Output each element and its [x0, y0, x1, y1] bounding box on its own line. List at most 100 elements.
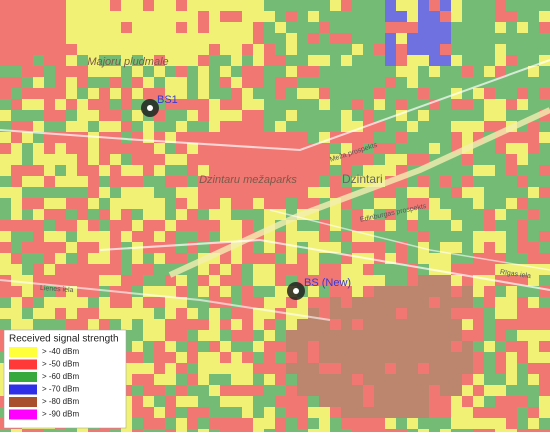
coverage-cell	[341, 363, 352, 374]
coverage-cell	[264, 297, 275, 308]
coverage-cell	[517, 385, 528, 396]
coverage-cell	[297, 22, 308, 33]
coverage-cell	[33, 99, 44, 110]
coverage-cell	[275, 330, 286, 341]
coverage-cell	[297, 253, 308, 264]
coverage-cell	[187, 407, 198, 418]
legend: Received signal strength > -40 dBm> -50 …	[3, 329, 127, 429]
coverage-cell	[506, 209, 517, 220]
coverage-cell	[473, 110, 484, 121]
coverage-cell	[517, 231, 528, 242]
coverage-cell	[220, 275, 231, 286]
coverage-cell	[99, 110, 110, 121]
coverage-cell	[209, 352, 220, 363]
coverage-cell	[154, 385, 165, 396]
coverage-cell	[385, 22, 396, 33]
place-label: Majoru pludmale	[87, 56, 168, 68]
coverage-cell	[341, 88, 352, 99]
coverage-cell	[121, 132, 132, 143]
coverage-cell	[363, 66, 374, 77]
coverage-cell	[374, 22, 385, 33]
legend-label: > -70 dBm	[42, 385, 79, 394]
coverage-cell	[66, 264, 77, 275]
coverage-cell	[264, 209, 275, 220]
coverage-cell	[143, 77, 154, 88]
coverage-cell	[429, 165, 440, 176]
coverage-cell	[506, 407, 517, 418]
coverage-cell	[198, 418, 209, 429]
coverage-cell	[330, 176, 341, 187]
coverage-cell	[198, 132, 209, 143]
coverage-cell	[77, 253, 88, 264]
coverage-cell	[275, 99, 286, 110]
coverage-cell	[121, 363, 132, 374]
coverage-cell	[286, 297, 297, 308]
coverage-cell	[33, 154, 44, 165]
coverage-cell	[473, 418, 484, 429]
coverage-cell	[132, 0, 143, 11]
coverage-cell	[231, 253, 242, 264]
coverage-cell	[242, 242, 253, 253]
coverage-cell	[506, 231, 517, 242]
coverage-cell	[187, 308, 198, 319]
coverage-cell	[187, 121, 198, 132]
coverage-cell	[297, 352, 308, 363]
coverage-cell	[363, 363, 374, 374]
coverage-cell	[220, 341, 231, 352]
coverage-cell	[176, 121, 187, 132]
coverage-cell	[121, 286, 132, 297]
coverage-cell	[517, 22, 528, 33]
coverage-cell	[429, 55, 440, 66]
coverage-cell	[165, 44, 176, 55]
coverage-cell	[231, 33, 242, 44]
coverage-cell	[308, 220, 319, 231]
coverage-cell	[473, 385, 484, 396]
coverage-cell	[66, 99, 77, 110]
coverage-cell	[99, 308, 110, 319]
coverage-cell	[176, 275, 187, 286]
coverage-cell	[462, 187, 473, 198]
coverage-cell	[88, 110, 99, 121]
coverage-cell	[506, 22, 517, 33]
coverage-cell	[440, 242, 451, 253]
coverage-cell	[528, 99, 539, 110]
coverage-cell	[264, 407, 275, 418]
coverage-cell	[341, 374, 352, 385]
coverage-cell	[132, 110, 143, 121]
coverage-cell	[11, 143, 22, 154]
coverage-cell	[286, 55, 297, 66]
coverage-cell	[198, 66, 209, 77]
coverage-cell	[385, 209, 396, 220]
coverage-cell	[462, 396, 473, 407]
coverage-cell	[286, 209, 297, 220]
coverage-cell	[264, 44, 275, 55]
coverage-cell	[528, 187, 539, 198]
coverage-cell	[44, 66, 55, 77]
coverage-cell	[275, 308, 286, 319]
coverage-cell	[44, 143, 55, 154]
coverage-cell	[77, 187, 88, 198]
coverage-cell	[187, 198, 198, 209]
coverage-cell	[132, 275, 143, 286]
coverage-cell	[33, 242, 44, 253]
coverage-cell	[11, 88, 22, 99]
coverage-cell	[363, 33, 374, 44]
coverage-cell	[11, 242, 22, 253]
coverage-cell	[66, 132, 77, 143]
coverage-cell	[198, 363, 209, 374]
coverage-cell	[330, 341, 341, 352]
coverage-cell	[121, 0, 132, 11]
coverage-cell	[308, 22, 319, 33]
coverage-cell	[528, 231, 539, 242]
coverage-cell	[407, 55, 418, 66]
coverage-cell	[66, 110, 77, 121]
coverage-cell	[264, 11, 275, 22]
coverage-cell	[462, 242, 473, 253]
coverage-cell	[198, 110, 209, 121]
coverage-cell	[297, 110, 308, 121]
coverage-cell	[209, 308, 220, 319]
coverage-cell	[121, 187, 132, 198]
coverage-cell	[308, 264, 319, 275]
coverage-cell	[231, 99, 242, 110]
coverage-cell	[220, 22, 231, 33]
